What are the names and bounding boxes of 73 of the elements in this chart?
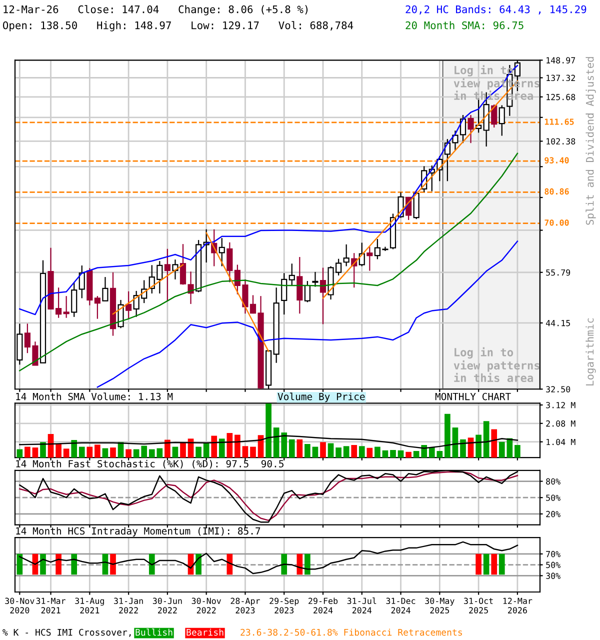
text: Bearish — [186, 628, 224, 636]
x-tick-label: 30-Jun 2022 — [152, 598, 182, 614]
candlestick — [172, 258, 178, 280]
text: Volume By Price — [278, 392, 365, 402]
candlestick — [126, 290, 132, 320]
candlestick — [63, 295, 70, 318]
candlestick — [94, 295, 100, 320]
candlestick — [312, 271, 318, 288]
candlestick — [218, 237, 225, 267]
y-tick-label: 70% — [546, 550, 560, 558]
text: 23.6-38.2-50-61.8% Fibonacci Retracements — [240, 628, 462, 636]
x-tick-label: 12-Mar 2026 — [503, 598, 532, 614]
candlestick — [288, 263, 295, 286]
text: % K - HCS IMI Crossover, — [2, 628, 131, 637]
x-tick-label: 29-Feb 2024 — [308, 598, 338, 614]
y-tick-label: 80% — [546, 478, 560, 485]
chart-title: 14 Month Fast Stochastic (%K) (%D): 97.5 90.5 — [16, 460, 284, 469]
candlestick — [304, 280, 310, 303]
text: MONTHLY CHART — [435, 392, 511, 400]
y-tick-label: 2.08 M — [546, 420, 576, 427]
candlestick — [491, 104, 498, 128]
x-tick-label: 31-Jul 2024 — [347, 598, 376, 614]
y-tick-label: 20% — [546, 510, 560, 518]
candlestick — [366, 246, 373, 272]
y-tick-label: 102.38 — [546, 138, 576, 145]
y-tick-label: 32.50 — [546, 386, 570, 392]
ref-line-label: 70.00 — [544, 219, 569, 226]
x-tick-label: 31-Mar 2021 — [36, 598, 66, 614]
ref-line-label: 93.40 — [544, 157, 569, 164]
x-tick-label: 30-Nov 2022 — [192, 598, 221, 614]
x-tick-label: 30-Nov 2020 — [5, 598, 34, 614]
x-tick-label: 31-Jan 2022 — [114, 598, 143, 614]
x-tick-label: 28-Apr 2023 — [230, 598, 260, 614]
y-tick-label: 50% — [546, 562, 560, 568]
text: 20 Month SMA: 96.75 — [406, 21, 524, 30]
y-tick-label: 125.68 — [546, 94, 576, 100]
chart-title: 12-Mar-26 Close: 147.04 Change: 8.06 (+5.8 %) — [4, 5, 308, 16]
x-tick-label: 31-Aug 2021 — [75, 598, 104, 614]
ref-line-label: 111.65 — [544, 118, 574, 125]
y-tick-label: 1.04 M — [546, 438, 576, 446]
chart-title: 14 Month SMA Volume: 1.13 M — [16, 392, 173, 400]
line-series — [19, 435, 518, 449]
y-axis-title: Split and Dividend Adjusted — [586, 57, 596, 225]
chart-title: 14 Month HCS Intraday Momentum (IMI): 85.7 — [16, 527, 260, 537]
candlestick — [296, 256, 303, 314]
ref-line-label: 80.86 — [544, 188, 569, 195]
candlestick — [498, 104, 505, 136]
candlestick — [164, 248, 170, 302]
candlestick — [118, 299, 124, 329]
y-tick-label: 3.12 M — [546, 402, 576, 408]
line-series — [19, 541, 518, 574]
candlestick — [468, 114, 474, 144]
candlestick — [281, 272, 288, 316]
x-tick-label: 31-Dec 2024 — [386, 598, 416, 614]
text: Bullish — [136, 628, 172, 636]
chart-subtitle: Open: 138.50 High: 148.97 Low: 129.17 Vol: 688,784 — [2, 21, 354, 32]
y-tick-label: 148.97 — [546, 57, 576, 64]
y-tick-label: 44.15 — [546, 320, 570, 326]
y-tick-label: 55.79 — [546, 269, 570, 276]
y-tick-label: 50% — [546, 494, 560, 501]
candlestick — [226, 242, 233, 283]
candlestick — [71, 282, 78, 318]
candlestick — [78, 264, 85, 299]
text: Logarithmic — [586, 318, 596, 386]
candlestick — [343, 244, 350, 267]
text: 20,2 HC Bands: 64.43 , 145.29 — [406, 5, 586, 15]
x-tick-label: 29-Sep 2023 — [270, 598, 299, 614]
x-tick-label: 30-May 2025 — [425, 598, 454, 614]
x-tick-label: 31-Oct 2025 — [464, 598, 493, 614]
y-tick-label: 137.32 — [546, 74, 575, 82]
y-tick-label: 30% — [546, 572, 560, 579]
candlestick — [358, 242, 365, 267]
candlestick — [102, 276, 108, 302]
